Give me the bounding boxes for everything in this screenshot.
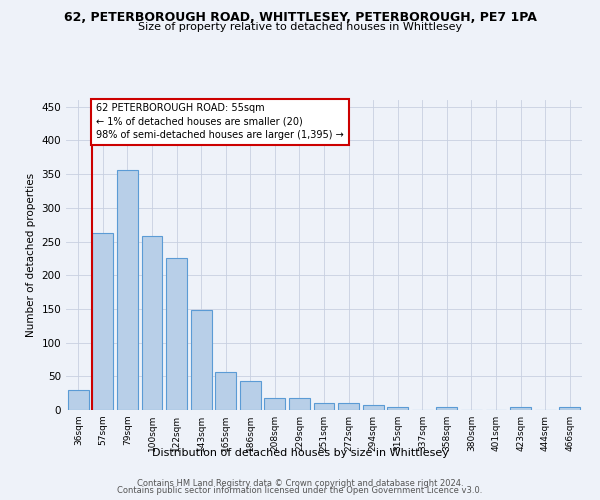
Bar (117, 170, 138, 410)
Bar (510, 406, 531, 410)
Bar (362, 406, 383, 410)
Text: 62, PETERBOROUGH ROAD, WHITTLESEY, PETERBOROUGH, PE7 1PA: 62, PETERBOROUGH ROAD, WHITTLESEY, PETER… (64, 11, 536, 24)
Bar (92, 234, 113, 410)
Bar (559, 406, 580, 410)
Bar (68, 390, 89, 410)
Text: Distribution of detached houses by size in Whittlesey: Distribution of detached houses by size … (152, 448, 448, 458)
Text: 62 PETERBOROUGH ROAD: 55sqm
← 1% of detached houses are smaller (20)
98% of semi: 62 PETERBOROUGH ROAD: 55sqm ← 1% of deta… (96, 104, 344, 140)
Bar (314, 402, 334, 410)
Bar (240, 381, 261, 410)
Y-axis label: Number of detached properties: Number of detached properties (26, 173, 36, 337)
Bar (191, 310, 212, 410)
Bar (387, 406, 408, 410)
Bar (436, 406, 457, 410)
Text: Contains HM Land Registry data © Crown copyright and database right 2024.: Contains HM Land Registry data © Crown c… (137, 478, 463, 488)
Bar (289, 398, 310, 410)
Text: Contains public sector information licensed under the Open Government Licence v3: Contains public sector information licen… (118, 486, 482, 495)
Bar (166, 258, 187, 410)
Bar (215, 372, 236, 410)
Bar (265, 398, 286, 410)
Bar (142, 236, 163, 410)
Text: Size of property relative to detached houses in Whittlesey: Size of property relative to detached ho… (138, 22, 462, 32)
Bar (338, 402, 359, 410)
